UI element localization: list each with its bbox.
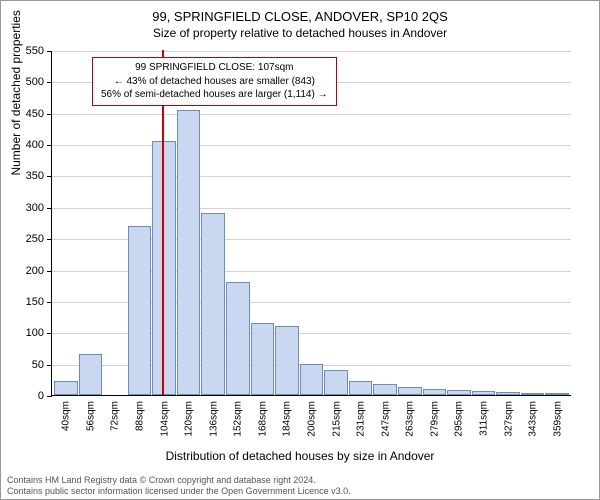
- histogram-bar: [251, 323, 275, 395]
- y-tick: [47, 208, 52, 209]
- histogram-bar: [54, 381, 78, 395]
- y-tick: [47, 302, 52, 303]
- x-tick-label: 200sqm: [307, 401, 318, 437]
- histogram-bar: [349, 381, 373, 395]
- x-tick-label: 72sqm: [110, 401, 121, 431]
- sub-title: Size of property relative to detached ho…: [1, 24, 599, 40]
- histogram-bar: [201, 213, 225, 395]
- x-tick-label: 359sqm: [552, 401, 563, 437]
- y-tick-label: 200: [26, 265, 44, 277]
- y-tick-label: 400: [26, 139, 44, 151]
- x-tick-label: 136sqm: [208, 401, 219, 437]
- y-tick: [47, 396, 52, 397]
- y-tick: [47, 333, 52, 334]
- grid-line: [52, 51, 571, 52]
- y-tick-label: 0: [38, 390, 44, 402]
- x-tick-label: 295sqm: [454, 401, 465, 437]
- histogram-bar: [398, 387, 422, 395]
- histogram-bar: [226, 282, 250, 395]
- y-tick: [47, 82, 52, 83]
- histogram-bar: [447, 390, 471, 395]
- x-tick-label: 215sqm: [331, 401, 342, 437]
- x-tick-label: 184sqm: [282, 401, 293, 437]
- histogram-plot: 05010015020025030035040045050055040sqm56…: [51, 51, 571, 396]
- y-tick-label: 300: [26, 202, 44, 214]
- y-tick-label: 50: [32, 359, 44, 371]
- histogram-bar: [79, 354, 103, 395]
- x-tick-label: 120sqm: [184, 401, 195, 437]
- grid-line: [52, 176, 571, 177]
- y-tick: [47, 365, 52, 366]
- annotation-line1: 99 SPRINGFIELD CLOSE: 107sqm: [101, 61, 328, 75]
- y-tick-label: 450: [26, 108, 44, 120]
- annotation-line3: 56% of semi-detached houses are larger (…: [101, 88, 328, 102]
- grid-line: [52, 145, 571, 146]
- x-tick-label: 40sqm: [61, 401, 72, 431]
- y-tick: [47, 51, 52, 52]
- annotation-line2: ← 43% of detached houses are smaller (84…: [101, 75, 328, 89]
- y-tick-label: 250: [26, 233, 44, 245]
- x-tick-label: 343sqm: [528, 401, 539, 437]
- x-tick-label: 279sqm: [429, 401, 440, 437]
- y-tick: [47, 271, 52, 272]
- x-tick-label: 247sqm: [380, 401, 391, 437]
- y-tick-label: 100: [26, 327, 44, 339]
- y-tick: [47, 114, 52, 115]
- x-tick-label: 104sqm: [159, 401, 170, 437]
- y-tick-label: 550: [26, 45, 44, 57]
- main-title: 99, SPRINGFIELD CLOSE, ANDOVER, SP10 2QS: [1, 1, 599, 24]
- histogram-bar: [177, 110, 201, 395]
- histogram-bar: [324, 370, 348, 395]
- x-tick-label: 311sqm: [479, 401, 490, 436]
- y-tick: [47, 239, 52, 240]
- histogram-bar: [545, 393, 569, 395]
- x-tick-label: 88sqm: [135, 401, 146, 431]
- footer-line1: Contains HM Land Registry data © Crown c…: [7, 475, 351, 486]
- histogram-bar: [275, 326, 299, 395]
- x-tick-label: 263sqm: [405, 401, 416, 437]
- histogram-bar: [423, 389, 447, 395]
- y-tick-label: 150: [26, 296, 44, 308]
- histogram-bar: [496, 392, 520, 395]
- y-tick-label: 500: [26, 76, 44, 88]
- x-tick-label: 168sqm: [257, 401, 268, 437]
- x-tick-label: 56sqm: [85, 401, 96, 431]
- y-tick: [47, 176, 52, 177]
- x-tick-label: 327sqm: [503, 401, 514, 437]
- y-tick-label: 350: [26, 170, 44, 182]
- histogram-bar: [521, 393, 545, 396]
- footer-line2: Contains public sector information licen…: [7, 486, 351, 497]
- histogram-bar: [128, 226, 152, 395]
- y-tick: [47, 145, 52, 146]
- grid-line: [52, 114, 571, 115]
- y-axis-title: Number of detached properties: [9, 10, 23, 175]
- histogram-bar: [300, 364, 324, 395]
- x-tick-label: 231sqm: [356, 401, 367, 437]
- footer: Contains HM Land Registry data © Crown c…: [7, 475, 351, 497]
- chart-area: 05010015020025030035040045050055040sqm56…: [51, 51, 571, 421]
- histogram-bar: [472, 391, 496, 395]
- grid-line: [52, 208, 571, 209]
- x-tick-label: 152sqm: [233, 401, 244, 437]
- annotation-box: 99 SPRINGFIELD CLOSE: 107sqm ← 43% of de…: [92, 57, 337, 106]
- x-axis-title: Distribution of detached houses by size …: [1, 449, 599, 463]
- histogram-bar: [373, 384, 397, 395]
